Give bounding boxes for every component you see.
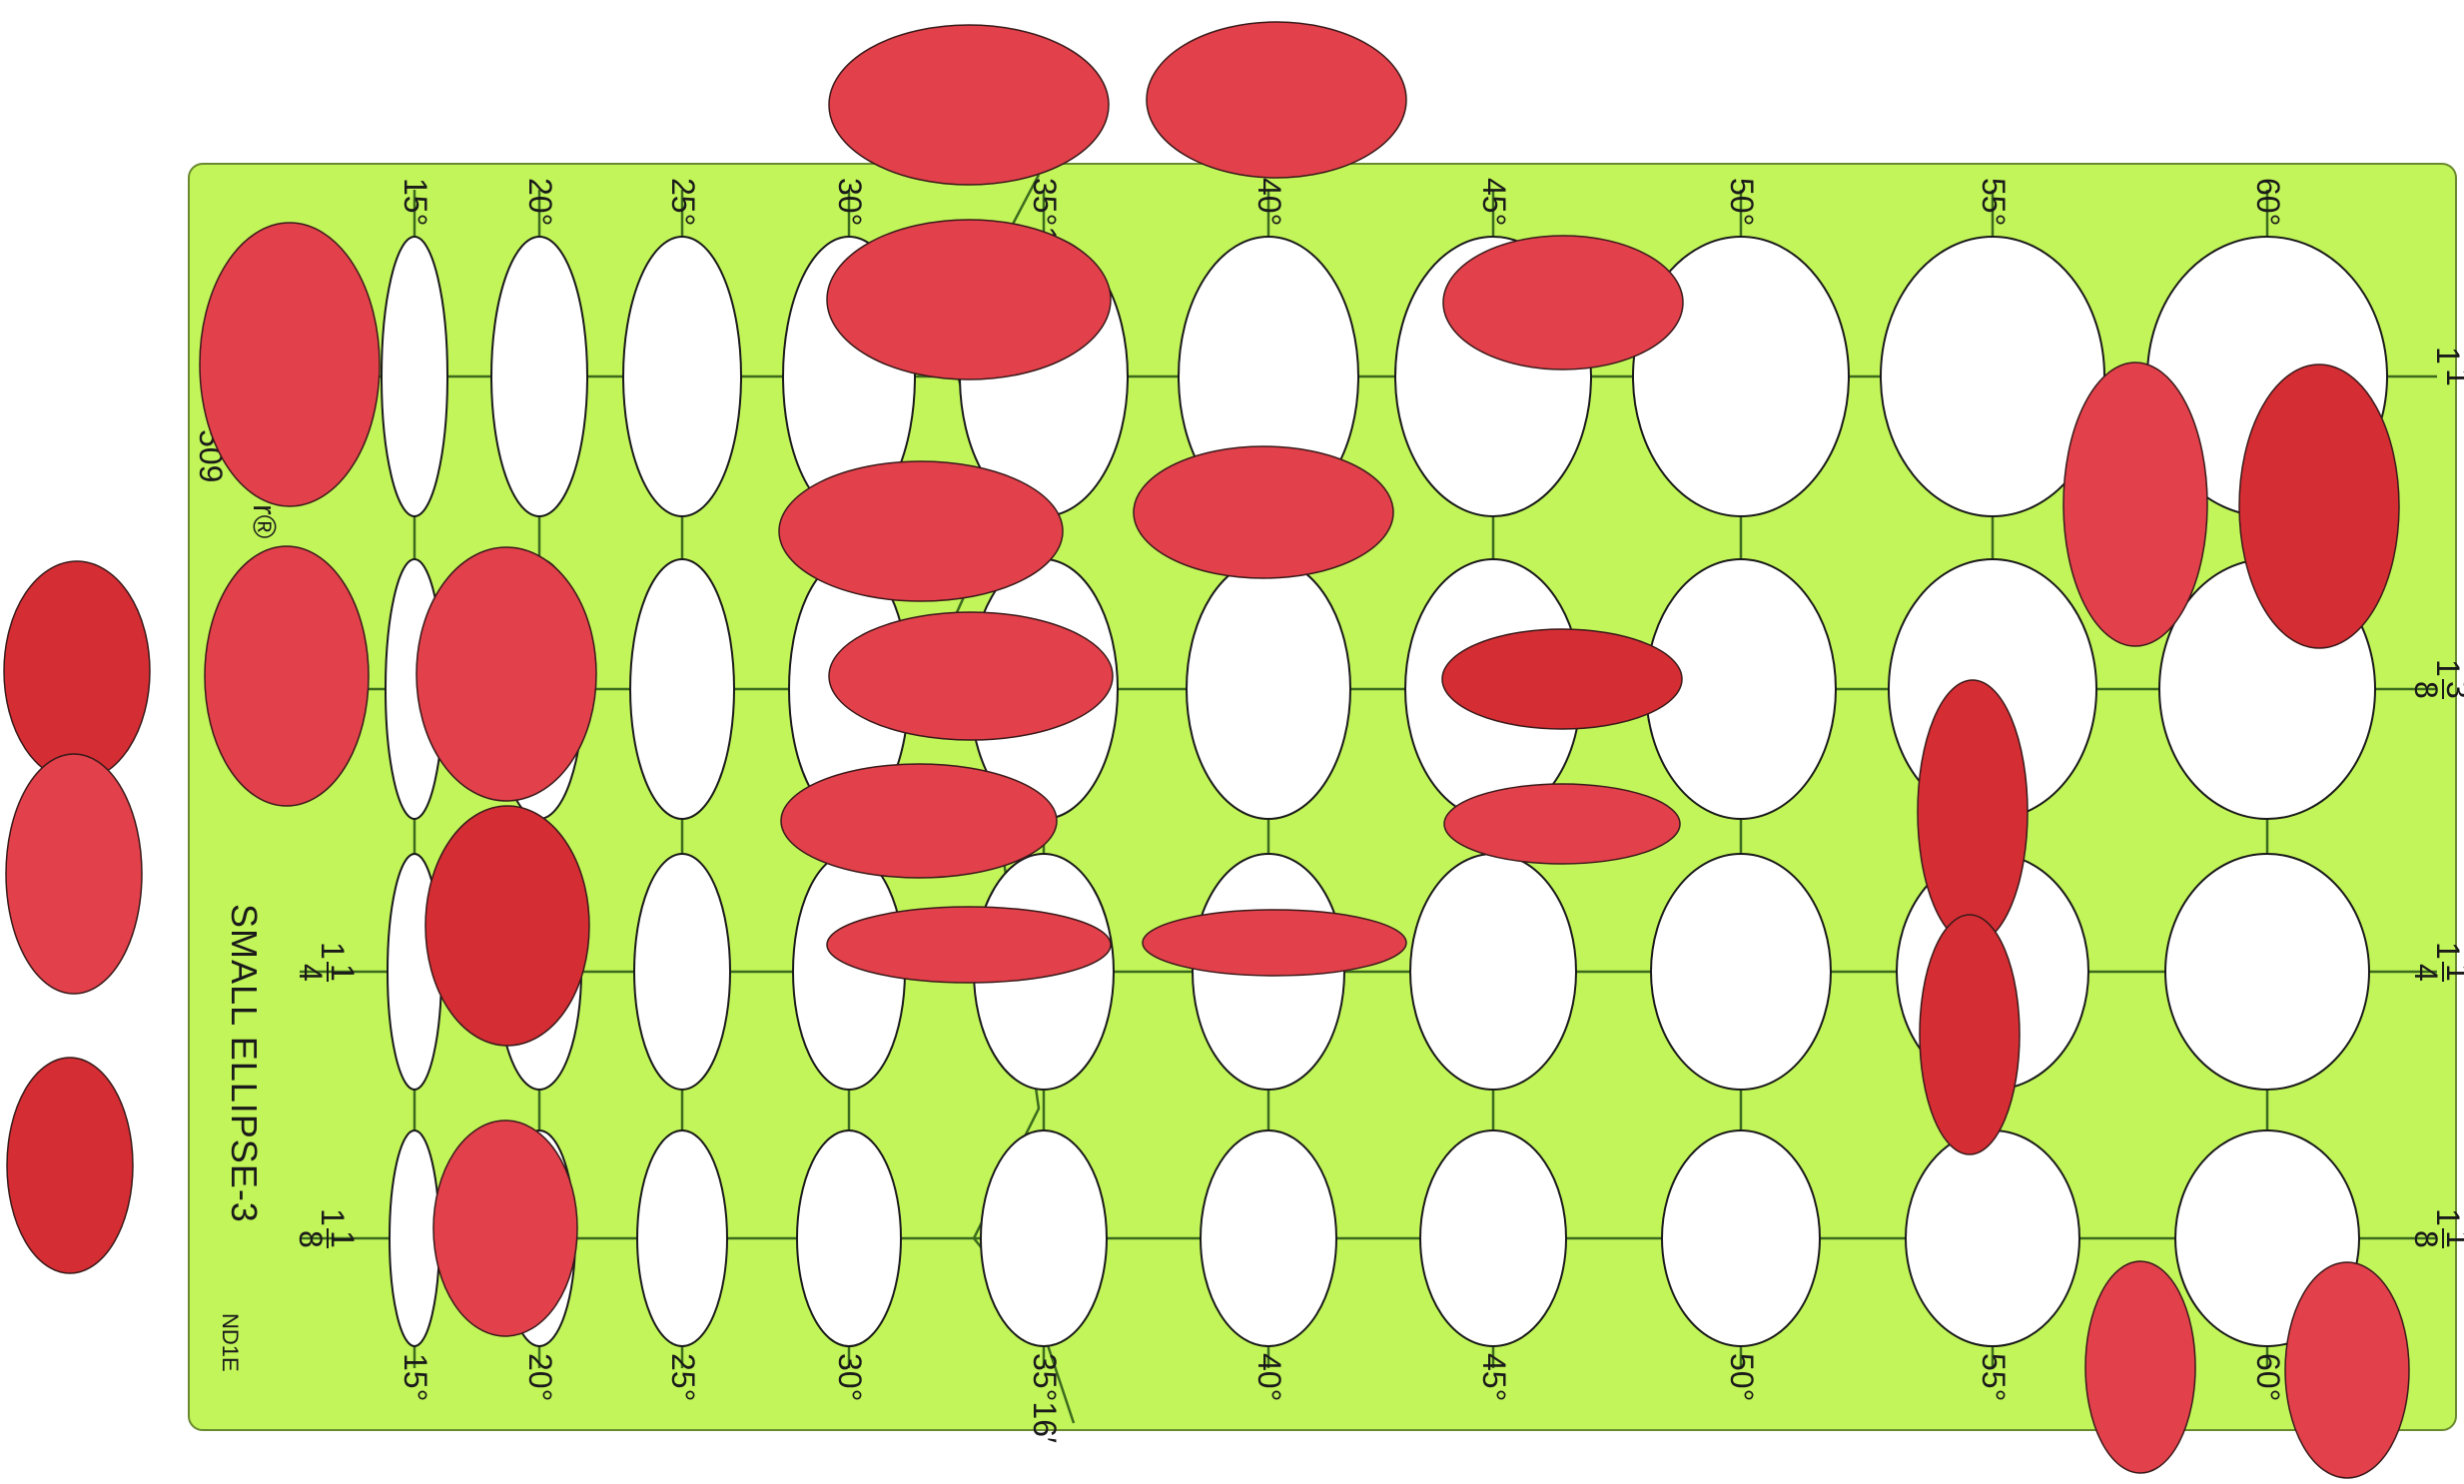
red-ellipse-overlays xyxy=(3,21,2410,1479)
svg-text:1: 1 xyxy=(2440,369,2464,386)
svg-text:1: 1 xyxy=(2430,659,2464,677)
angle-label-bottom: 55° xyxy=(1976,1353,2012,1401)
size-label-left: 118 xyxy=(293,1208,361,1248)
brand-mark-partial-2: r® xyxy=(247,504,283,539)
red-ellipse xyxy=(826,906,1112,984)
red-ellipse xyxy=(432,1119,578,1337)
red-ellipse xyxy=(2238,364,2400,649)
ellipse-hole xyxy=(1419,1129,1567,1347)
ellipse-hole xyxy=(636,1129,728,1347)
ellipse-hole xyxy=(796,1129,902,1347)
angle-label-bottom: 30° xyxy=(832,1353,868,1401)
angle-label-bottom: 40° xyxy=(1251,1353,1287,1401)
angle-label-top: 30° xyxy=(832,178,868,226)
ellipse-hole xyxy=(980,1129,1108,1347)
angle-label-bottom: 35°16′ xyxy=(1027,1353,1063,1443)
red-ellipse xyxy=(828,611,1114,741)
svg-text:1: 1 xyxy=(325,964,361,982)
angle-label-bottom: 20° xyxy=(522,1353,558,1401)
red-ellipse xyxy=(2084,1260,2196,1474)
ellipse-hole xyxy=(1661,1129,1821,1347)
ellipse-hole xyxy=(622,236,742,517)
red-ellipse xyxy=(1441,628,1683,730)
angle-label-bottom: 60° xyxy=(2250,1353,2286,1401)
red-ellipse xyxy=(424,805,590,1047)
size-label-right: 114 xyxy=(2408,942,2464,982)
red-ellipse xyxy=(1146,21,1407,179)
red-ellipse xyxy=(204,545,370,807)
svg-text:8: 8 xyxy=(2408,1230,2444,1248)
svg-text:3: 3 xyxy=(2440,681,2464,699)
ellipse-hole xyxy=(490,236,588,517)
svg-text:8: 8 xyxy=(2408,681,2444,699)
svg-text:8: 8 xyxy=(293,1230,329,1248)
red-ellipse xyxy=(6,1057,134,1274)
angle-label-bottom: 50° xyxy=(1724,1353,1760,1401)
red-ellipse xyxy=(1917,679,2029,945)
size-label-right: 1 38 xyxy=(2408,659,2464,699)
red-ellipse xyxy=(1919,914,2021,1155)
angle-label-bottom: 45° xyxy=(1476,1353,1512,1401)
angle-label-top: 60° xyxy=(2250,178,2286,226)
svg-text:1: 1 xyxy=(315,1208,351,1226)
ellipse-hole xyxy=(381,236,448,517)
ellipse-hole xyxy=(1186,558,1351,820)
template-code: ND1E xyxy=(218,1313,243,1372)
template-labels: SMALL ELLIPSE-3 ND1E 509 r® 15° 20° 25° 30°… xyxy=(193,178,2464,1443)
size-label-right: 11 xyxy=(2430,347,2464,386)
svg-text:4: 4 xyxy=(293,964,329,982)
svg-text:4: 4 xyxy=(2408,964,2444,982)
ellipse-hole xyxy=(629,558,735,820)
red-ellipse xyxy=(780,763,1058,879)
size-label-right: 118 xyxy=(2408,1208,2464,1248)
red-ellipse xyxy=(828,24,1110,186)
angle-label-top: 45° xyxy=(1476,178,1512,226)
red-ellipse xyxy=(2284,1261,2410,1479)
svg-text:1: 1 xyxy=(2430,1208,2464,1226)
angle-label-top: 15° xyxy=(398,178,433,226)
red-ellipse xyxy=(1133,445,1394,579)
svg-text:1: 1 xyxy=(2430,942,2464,960)
ellipse-hole xyxy=(1650,853,1832,1091)
red-ellipse xyxy=(2062,362,2208,647)
angle-label-top: 40° xyxy=(1251,178,1287,226)
angle-label-bottom: 15° xyxy=(398,1353,433,1401)
red-ellipse xyxy=(3,560,151,782)
size-label-left: 114 xyxy=(293,942,361,982)
red-ellipse xyxy=(199,222,381,507)
red-ellipse xyxy=(1142,909,1407,977)
red-ellipse xyxy=(826,219,1112,380)
red-ellipse xyxy=(778,460,1064,602)
red-ellipse xyxy=(1443,783,1681,865)
red-ellipse xyxy=(1442,235,1684,371)
svg-text:1: 1 xyxy=(315,942,351,960)
template-title: SMALL ELLIPSE-3 xyxy=(224,904,265,1223)
svg-text:1: 1 xyxy=(2440,1230,2464,1248)
angle-label-top: 25° xyxy=(665,178,701,226)
ellipse-hole xyxy=(389,1129,440,1347)
red-ellipse xyxy=(5,753,143,995)
red-ellipse xyxy=(415,546,597,802)
ellipse-hole xyxy=(1409,853,1577,1091)
ellipse-hole xyxy=(2164,853,2370,1091)
angle-label-bottom: 25° xyxy=(665,1353,701,1401)
svg-text:1: 1 xyxy=(2430,347,2464,365)
svg-text:1: 1 xyxy=(2440,964,2464,982)
angle-label-top: 50° xyxy=(1724,178,1760,226)
ellipse-hole xyxy=(1905,1129,2080,1347)
angle-label-top: 20° xyxy=(522,178,558,226)
ellipse-hole xyxy=(1200,1129,1337,1347)
angle-label-top: 55° xyxy=(1976,178,2012,226)
ellipse-hole xyxy=(633,853,731,1091)
svg-text:1: 1 xyxy=(325,1230,361,1248)
ellipse-hole xyxy=(1632,236,1850,517)
